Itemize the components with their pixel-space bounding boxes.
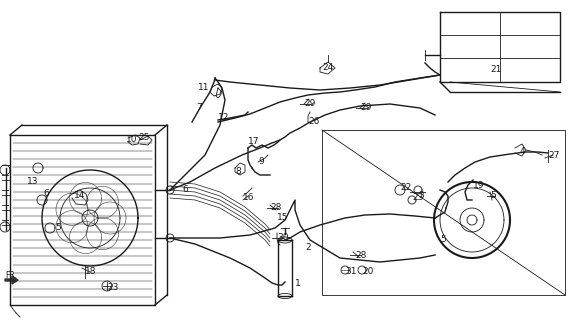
Text: 31: 31 — [345, 268, 356, 276]
Text: 6: 6 — [182, 185, 188, 194]
Text: 18: 18 — [85, 268, 96, 276]
Text: 4: 4 — [520, 148, 526, 156]
Text: 1: 1 — [295, 278, 301, 287]
Text: 11: 11 — [198, 84, 210, 92]
Text: 28: 28 — [270, 203, 282, 212]
Text: 29: 29 — [360, 103, 371, 113]
Text: 6: 6 — [43, 189, 49, 198]
Text: 20: 20 — [362, 268, 373, 276]
Text: 8: 8 — [235, 167, 241, 177]
Text: 28: 28 — [355, 251, 367, 260]
Text: 2: 2 — [305, 244, 311, 252]
Text: 14: 14 — [74, 191, 86, 201]
Text: 23: 23 — [412, 194, 423, 203]
Text: 17: 17 — [248, 138, 259, 147]
Text: 22: 22 — [400, 183, 411, 193]
Text: FR.: FR. — [5, 270, 17, 279]
Text: 30: 30 — [277, 233, 288, 242]
Text: 19: 19 — [473, 180, 485, 189]
Text: 12: 12 — [218, 114, 230, 123]
Text: 7: 7 — [196, 102, 202, 111]
Text: 5: 5 — [490, 190, 496, 199]
Polygon shape — [5, 276, 18, 284]
Text: 24: 24 — [322, 63, 333, 73]
Text: 23: 23 — [107, 283, 118, 292]
Text: 15: 15 — [277, 213, 288, 222]
Text: 16: 16 — [243, 194, 255, 203]
Text: 27: 27 — [548, 150, 560, 159]
Text: 5: 5 — [440, 236, 446, 244]
Text: 10: 10 — [126, 135, 138, 145]
Text: 21: 21 — [490, 66, 501, 75]
Text: 26: 26 — [308, 117, 319, 126]
Text: 3: 3 — [418, 191, 424, 201]
Text: 29: 29 — [304, 100, 315, 108]
Text: 9: 9 — [258, 157, 264, 166]
Text: 13: 13 — [27, 177, 38, 186]
Text: 5: 5 — [55, 223, 61, 233]
Text: 25: 25 — [138, 133, 150, 142]
